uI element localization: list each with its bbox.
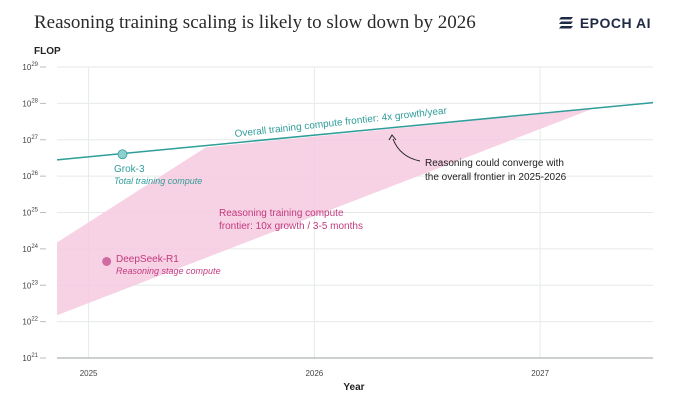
- y-tick-label: 1028: [22, 98, 38, 108]
- x-axis-label: Year: [343, 382, 364, 393]
- grok-3-label: Grok-3: [114, 164, 145, 175]
- y-tick-label: 1022: [22, 317, 38, 327]
- x-tick-label: 2027: [531, 369, 549, 378]
- deepseek-r1-label: DeepSeek-R1: [116, 254, 179, 265]
- brand: EPOCH AI: [558, 15, 651, 31]
- y-tick-label: 1026: [22, 171, 38, 181]
- brand-name: EPOCH AI: [579, 15, 651, 31]
- y-tick-label: 1027: [22, 135, 38, 145]
- x-tick-label: 2026: [305, 369, 323, 378]
- chart-title: Reasoning training scaling is likely to …: [34, 12, 476, 33]
- converge-arrow: [392, 138, 421, 162]
- x-ticks: 2025 2026 2027: [80, 369, 550, 378]
- converge-annotation-line1: Reasoning could converge with: [425, 158, 564, 169]
- overall-frontier-line: [56, 101, 654, 161]
- y-tick-label: 1024: [22, 244, 38, 254]
- deepseek-r1-point: [102, 256, 112, 266]
- reasoning-annotation-line2: frontier: 10x growth / 3-5 months: [219, 221, 363, 232]
- y-tick-label: 1029: [22, 62, 38, 72]
- x-tick-label: 2025: [80, 369, 98, 378]
- reasoning-annotation-line1: Reasoning training compute: [219, 208, 344, 219]
- y-ticks: 1021 1022 1023 1024 1025 1026 1027 1028 1029: [22, 62, 46, 363]
- epoch-logo-icon: [558, 17, 573, 29]
- y-tick-label: 1021: [22, 353, 38, 363]
- converge-annotation-line2: the overall frontier in 2025-2026: [425, 172, 567, 183]
- reasoning-frontier-band: [57, 109, 592, 316]
- y-tick-label: 1025: [22, 208, 38, 218]
- grok-3-point: [117, 149, 128, 160]
- y-tick-label: 1023: [22, 280, 38, 290]
- converge-arrowhead: [388, 134, 397, 141]
- grok-3-sublabel: Total training compute: [114, 176, 202, 186]
- deepseek-r1-sublabel: Reasoning stage compute: [116, 266, 221, 276]
- y-axis-label: FLOP: [34, 46, 61, 57]
